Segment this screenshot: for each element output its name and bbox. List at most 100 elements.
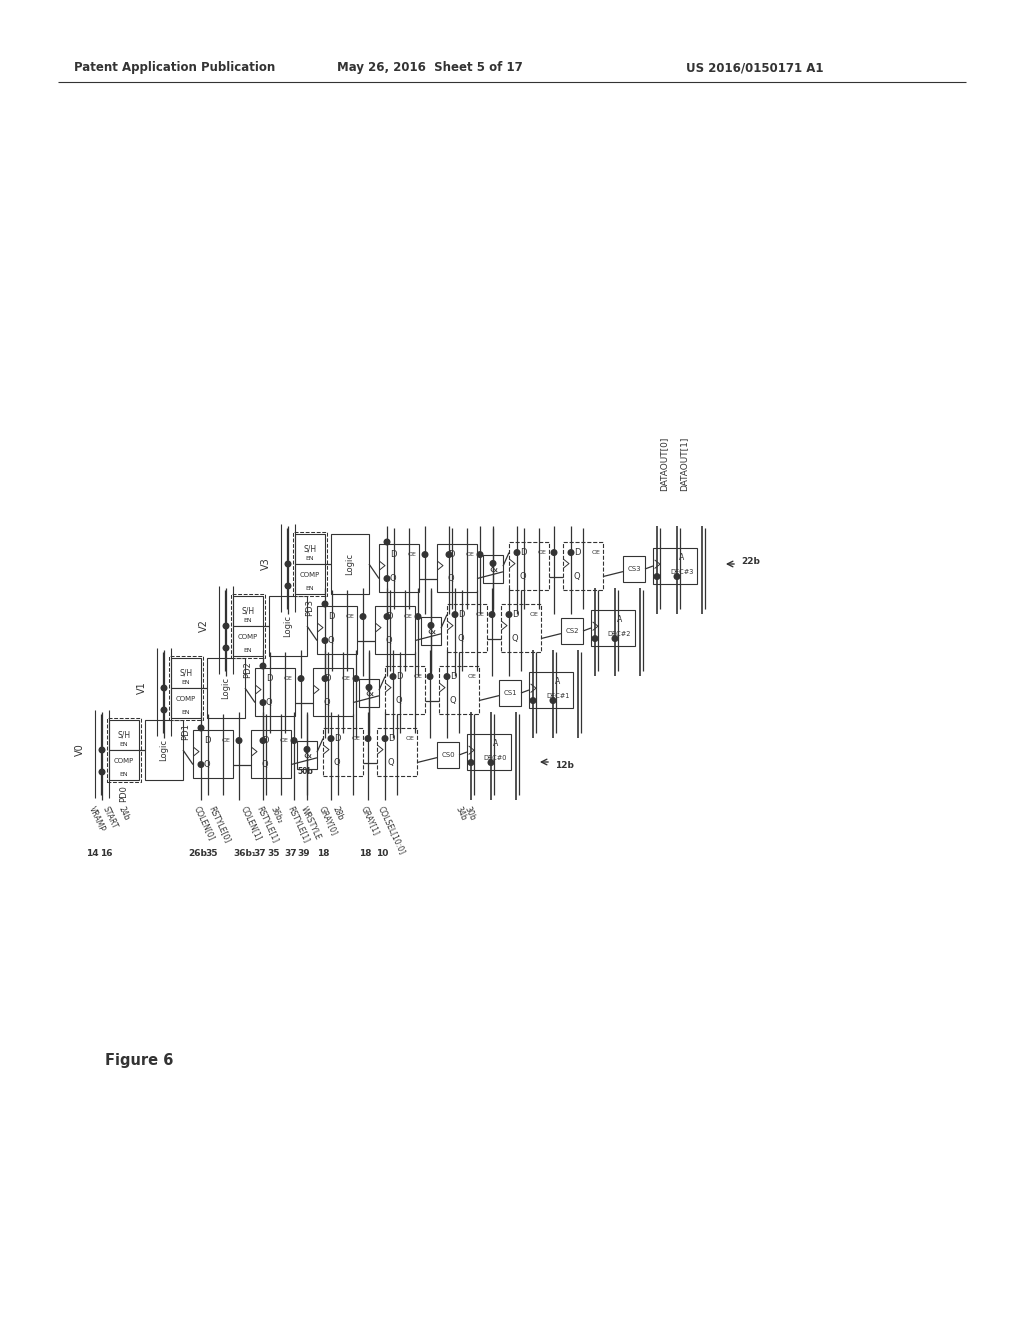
Circle shape bbox=[488, 760, 494, 766]
Text: VRAMP: VRAMP bbox=[87, 805, 106, 833]
Text: OE: OE bbox=[465, 552, 474, 557]
Text: Q: Q bbox=[204, 760, 210, 770]
Text: D: D bbox=[447, 550, 455, 560]
Text: CS1: CS1 bbox=[503, 690, 517, 696]
Text: OE: OE bbox=[467, 675, 476, 678]
Bar bbox=[561, 618, 583, 644]
Bar bbox=[379, 544, 419, 591]
Text: 37: 37 bbox=[254, 849, 266, 858]
Text: 18: 18 bbox=[316, 849, 330, 858]
Text: OE: OE bbox=[475, 612, 484, 616]
Circle shape bbox=[550, 698, 556, 704]
Bar bbox=[171, 688, 201, 718]
Text: OE: OE bbox=[529, 612, 539, 616]
Text: 35: 35 bbox=[206, 849, 218, 858]
Circle shape bbox=[390, 673, 396, 680]
Text: 22b: 22b bbox=[741, 557, 760, 566]
Text: Q: Q bbox=[262, 760, 268, 770]
Text: D: D bbox=[395, 672, 402, 681]
Text: CS0: CS0 bbox=[441, 752, 455, 758]
Circle shape bbox=[161, 708, 167, 713]
Text: OE: OE bbox=[221, 738, 230, 743]
Text: 30b: 30b bbox=[463, 805, 477, 822]
Text: OE: OE bbox=[414, 675, 422, 678]
Text: Q: Q bbox=[388, 758, 394, 767]
Text: D: D bbox=[266, 675, 272, 682]
Text: Q: Q bbox=[395, 696, 402, 705]
Circle shape bbox=[353, 676, 358, 681]
Bar bbox=[106, 718, 141, 781]
Bar bbox=[509, 543, 549, 590]
Circle shape bbox=[422, 552, 428, 557]
Text: OE: OE bbox=[280, 738, 288, 743]
Bar bbox=[295, 535, 325, 564]
Bar bbox=[377, 729, 417, 776]
Text: &: & bbox=[488, 564, 497, 574]
Bar bbox=[623, 556, 645, 582]
Text: OE: OE bbox=[345, 614, 354, 619]
Circle shape bbox=[304, 747, 310, 752]
Text: V1: V1 bbox=[137, 681, 147, 694]
Text: Q: Q bbox=[334, 758, 340, 767]
Text: 39: 39 bbox=[298, 849, 310, 858]
Circle shape bbox=[291, 738, 297, 743]
Text: D: D bbox=[262, 737, 268, 744]
Text: V0: V0 bbox=[75, 743, 85, 756]
Text: EN: EN bbox=[306, 586, 314, 590]
Text: A: A bbox=[617, 615, 623, 623]
Text: Q: Q bbox=[458, 634, 464, 643]
Text: S/H: S/H bbox=[179, 668, 193, 677]
Circle shape bbox=[286, 583, 291, 589]
Text: A: A bbox=[493, 738, 499, 747]
Bar bbox=[313, 668, 353, 715]
Text: 34b: 34b bbox=[454, 805, 468, 822]
Text: 24b: 24b bbox=[117, 805, 131, 822]
Text: D: D bbox=[204, 737, 210, 744]
Text: CS3: CS3 bbox=[627, 566, 641, 572]
Circle shape bbox=[477, 552, 482, 557]
Text: Q: Q bbox=[447, 574, 455, 583]
Text: 14: 14 bbox=[86, 849, 98, 858]
Bar bbox=[297, 741, 317, 770]
Circle shape bbox=[260, 738, 266, 743]
Bar bbox=[529, 672, 573, 708]
Text: PD0: PD0 bbox=[120, 785, 128, 803]
Text: OE: OE bbox=[538, 550, 546, 554]
Text: S/H: S/H bbox=[118, 730, 131, 739]
Bar bbox=[207, 657, 245, 718]
Text: EN: EN bbox=[244, 619, 252, 623]
Circle shape bbox=[199, 725, 204, 731]
Bar bbox=[231, 594, 265, 657]
Text: May 26, 2016  Sheet 5 of 17: May 26, 2016 Sheet 5 of 17 bbox=[337, 62, 523, 74]
Text: D: D bbox=[458, 610, 464, 619]
Text: COLEN[1]: COLEN[1] bbox=[240, 805, 263, 842]
Text: 10: 10 bbox=[376, 849, 388, 858]
Circle shape bbox=[360, 614, 366, 619]
Bar bbox=[375, 606, 415, 653]
Text: Q: Q bbox=[386, 636, 392, 645]
Bar bbox=[499, 680, 521, 706]
Text: Q: Q bbox=[390, 574, 396, 583]
Circle shape bbox=[382, 735, 388, 742]
Text: CS2: CS2 bbox=[565, 628, 579, 634]
Text: RSTYLE[0]: RSTYLE[0] bbox=[207, 805, 231, 845]
Text: RSTYLE[1]: RSTYLE[1] bbox=[286, 805, 310, 845]
Text: 28b: 28b bbox=[331, 805, 345, 822]
Text: S/H: S/H bbox=[242, 606, 255, 615]
Circle shape bbox=[453, 611, 458, 618]
Text: OE: OE bbox=[406, 737, 415, 741]
Text: 12b: 12b bbox=[555, 760, 573, 770]
Text: 36b₁: 36b₁ bbox=[233, 849, 256, 858]
Text: Logic: Logic bbox=[160, 739, 169, 762]
Bar bbox=[437, 544, 477, 591]
Circle shape bbox=[199, 762, 204, 767]
Text: RSTYLE[1]: RSTYLE[1] bbox=[255, 805, 280, 845]
Text: US 2016/0150171 A1: US 2016/0150171 A1 bbox=[686, 62, 823, 74]
Text: Logic: Logic bbox=[284, 615, 293, 638]
Text: START: START bbox=[100, 805, 119, 830]
Bar bbox=[563, 543, 603, 590]
Bar bbox=[467, 734, 511, 770]
Bar bbox=[317, 606, 357, 653]
Text: 50b: 50b bbox=[297, 767, 313, 776]
Circle shape bbox=[551, 549, 557, 556]
